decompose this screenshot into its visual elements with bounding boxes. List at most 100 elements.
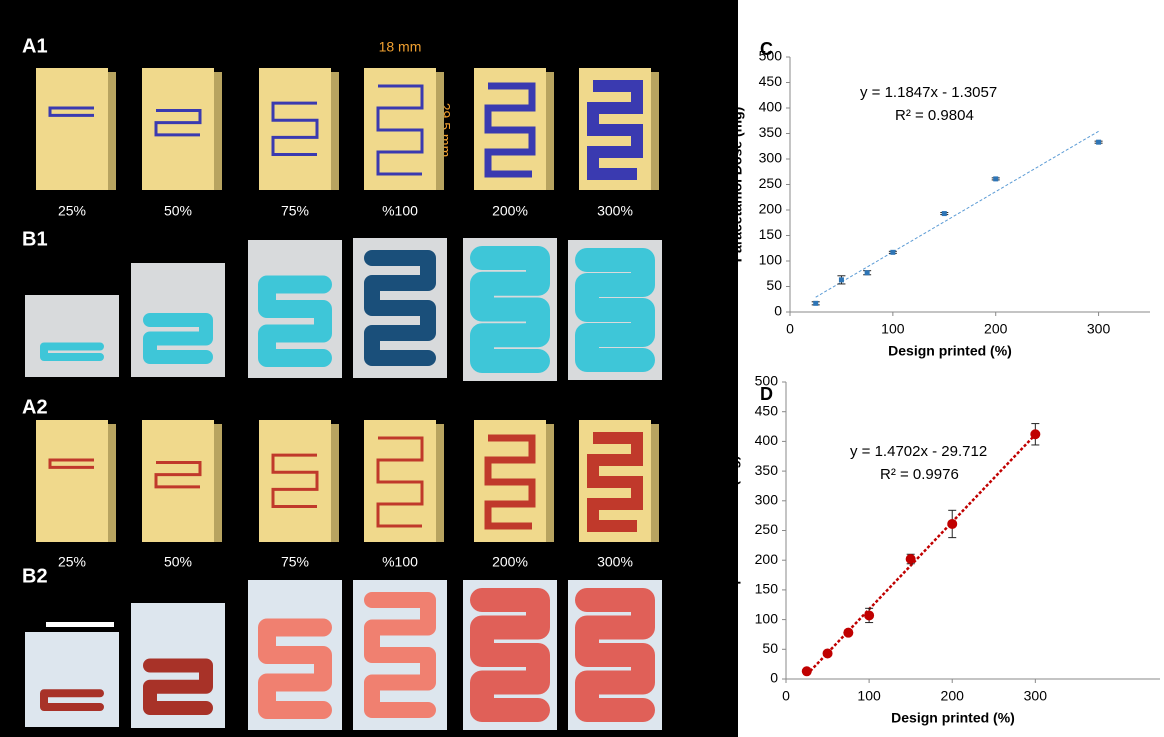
design-block	[259, 420, 331, 542]
point	[1096, 139, 1102, 145]
design-side	[651, 72, 659, 190]
y-tick-label: 50	[762, 640, 778, 656]
photo-print	[258, 275, 332, 367]
design-side	[108, 72, 116, 190]
point	[801, 666, 812, 677]
caption: 75%	[281, 203, 309, 219]
point	[905, 554, 916, 565]
y-tick-label: 200	[755, 551, 779, 567]
design-side	[214, 424, 222, 542]
point	[813, 300, 819, 306]
point	[1030, 429, 1041, 440]
design-path	[376, 436, 424, 528]
panel-label: D	[760, 384, 773, 404]
photo-print	[40, 342, 104, 361]
photo-print	[143, 313, 213, 364]
design-side	[436, 424, 444, 542]
y-tick-label: 0	[770, 670, 778, 686]
photo	[25, 295, 119, 377]
photo-print	[40, 689, 104, 711]
y-tick-label: 0	[774, 303, 782, 319]
design-side	[546, 424, 554, 542]
y-tick-label: 300	[759, 150, 783, 166]
photo-print	[364, 250, 436, 366]
design-block	[142, 420, 214, 542]
design-path	[271, 453, 319, 508]
point	[890, 249, 896, 255]
y-tick-label: 400	[755, 432, 779, 448]
design-block	[36, 68, 108, 190]
equation: y = 1.4702x - 29.712	[850, 443, 987, 460]
design-path	[587, 432, 643, 532]
x-tick-label: 300	[1024, 688, 1048, 704]
design-side	[436, 72, 444, 190]
x-tick-label: 100	[881, 321, 905, 337]
y-tick-label: 150	[759, 226, 783, 242]
design-side	[651, 424, 659, 542]
point	[941, 211, 947, 217]
photo	[25, 632, 119, 727]
design-block	[259, 68, 331, 190]
y-tick-label: 250	[755, 521, 779, 537]
y-tick-label: 150	[755, 581, 779, 597]
design-path	[484, 82, 536, 178]
left-images: 25% 50% 75% %100 200% 300% 25% 50% 75% %100 200% 30…	[25, 68, 662, 730]
x-tick-label: 300	[1087, 321, 1111, 337]
point	[838, 277, 844, 283]
design-path	[484, 434, 536, 530]
y-tick-label: 500	[759, 48, 783, 64]
photo-print	[575, 248, 655, 372]
y-tick-label: 400	[759, 99, 783, 115]
scale-bar	[46, 622, 114, 627]
caption: 300%	[597, 203, 633, 219]
photo-print	[470, 588, 550, 722]
design-side	[214, 72, 222, 190]
y-tick-label: 500	[755, 373, 779, 389]
design-side	[331, 72, 339, 190]
y-tick-label: 200	[759, 201, 783, 217]
row-label: B2	[22, 565, 48, 587]
point	[947, 518, 958, 529]
dimension-label: 18 mm	[379, 39, 422, 55]
x-tick-label: 0	[786, 321, 794, 337]
row-label: A1	[22, 35, 48, 57]
y-tick-label: 450	[755, 402, 779, 418]
design-block	[142, 68, 214, 190]
photo-print	[143, 658, 213, 715]
x-tick-label: 200	[941, 688, 965, 704]
y-tick-label: 50	[766, 277, 782, 293]
x-tick-label: 200	[984, 321, 1008, 337]
design-block	[36, 420, 108, 542]
x-axis-label: Design printed (%)	[888, 343, 1012, 359]
y-tick-label: 300	[755, 492, 779, 508]
caption: 50%	[164, 554, 192, 570]
photo-print	[258, 618, 332, 719]
caption: 25%	[58, 554, 86, 570]
x-tick-label: 0	[782, 688, 790, 704]
y-tick-label: 100	[755, 610, 779, 626]
design-path	[376, 84, 424, 176]
caption: %100	[382, 203, 418, 219]
design-side	[108, 424, 116, 542]
photo-print	[575, 588, 655, 722]
x-axis-label: Design printed (%)	[891, 710, 1015, 726]
row-label: B1	[22, 228, 48, 250]
caption: 25%	[58, 203, 86, 219]
photo-print	[470, 246, 550, 373]
trendline	[815, 130, 1099, 298]
y-tick-label: 250	[759, 175, 783, 191]
design-path	[48, 458, 94, 469]
point	[864, 270, 870, 276]
r-squared: R² = 0.9976	[880, 466, 959, 483]
design-path	[587, 80, 643, 180]
scale-label: 20 mm	[54, 596, 106, 615]
panel-label: C	[760, 39, 773, 59]
y-axis-label: Ibuprefen Printed (mg)	[725, 455, 741, 605]
caption: 200%	[492, 203, 528, 219]
design-side	[546, 72, 554, 190]
point	[864, 610, 875, 621]
r-squared: R² = 0.9804	[895, 107, 974, 124]
row-label: A2	[22, 396, 48, 418]
